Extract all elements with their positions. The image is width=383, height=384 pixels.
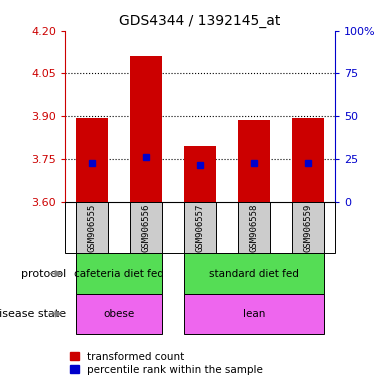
Bar (292, 118, 324, 202)
Text: GSM906555: GSM906555 (88, 204, 97, 252)
Text: GSM906558: GSM906558 (250, 204, 259, 252)
Text: obese: obese (103, 309, 135, 319)
Bar (130, 56, 162, 202)
Text: cafeteria diet fed: cafeteria diet fed (74, 268, 164, 279)
Bar (76, 118, 108, 202)
Text: protocol: protocol (21, 268, 66, 279)
Text: lean: lean (243, 309, 265, 319)
Bar (130, 202, 162, 253)
Bar (76, 202, 108, 253)
Title: GDS4344 / 1392145_at: GDS4344 / 1392145_at (119, 14, 281, 28)
Text: GSM906556: GSM906556 (142, 204, 151, 252)
Text: GSM906559: GSM906559 (304, 204, 313, 252)
Bar (292, 202, 324, 253)
Bar (76, 253, 162, 294)
Text: disease state: disease state (0, 309, 66, 319)
Text: standard diet fed: standard diet fed (209, 268, 299, 279)
Legend: transformed count, percentile rank within the sample: transformed count, percentile rank withi… (70, 352, 263, 375)
Bar (184, 253, 324, 294)
Bar (238, 121, 270, 202)
Bar (184, 202, 216, 253)
Bar (184, 146, 216, 202)
Text: GSM906557: GSM906557 (196, 204, 205, 252)
Bar (184, 294, 324, 334)
Bar (76, 294, 162, 334)
Bar (238, 202, 270, 253)
